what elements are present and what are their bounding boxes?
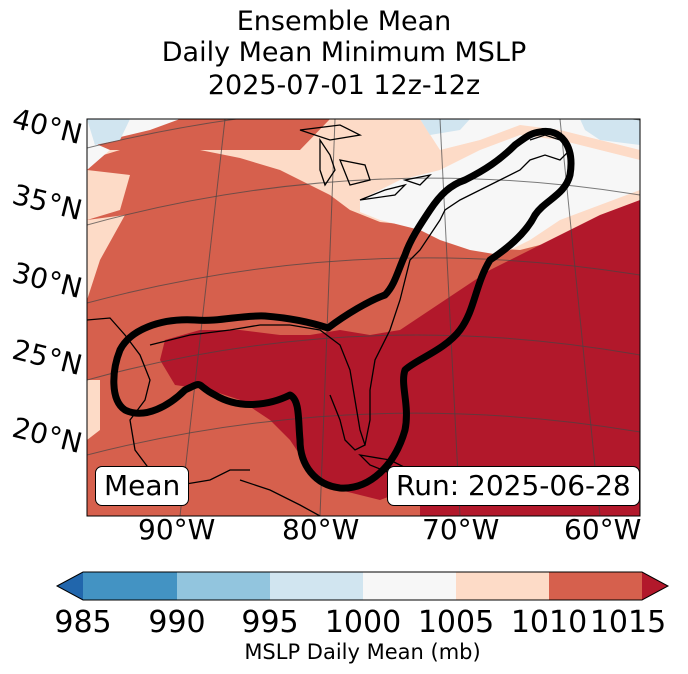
field-995-1000-b [580,119,640,145]
lake-erie [359,183,408,201]
colorbar [55,571,670,601]
lon-label-80: 80°W [282,513,360,546]
lat-line-40 [87,119,640,149]
central-america [239,479,321,516]
lake-ontario [402,173,432,186]
field-1005-west5 [87,380,100,440]
colorbar-bin-1005-1010 [456,572,549,600]
field-995-1000-a [420,119,470,135]
colorbar-tick-995: 995 [241,605,299,640]
lake-michigan [319,137,336,187]
lon-label-60: 60°W [564,513,642,546]
us-gulf-coast-florida [149,324,366,451]
lon-label-70: 70°W [422,513,500,546]
colorbar-bin-1010-1015 [549,572,642,600]
colorbar-label: MSLP Daily Mean (mb) [244,640,481,664]
colorbar-extend-high [642,572,668,600]
title-line-3: 2025-07-01 12z-12z [207,70,481,101]
colorbar-outline [55,571,670,601]
lon-label-90: 90°W [138,513,216,546]
lat-line-20 [87,412,640,456]
lake-superior [299,124,363,141]
colorbar-bin-995-1000 [270,572,363,600]
colorbar-tick-1010: 1010 [510,605,588,640]
colorbar-tick-1015: 1015 [589,605,667,640]
mean-label-box: Mean [95,466,190,506]
colorbar-tick-990: 990 [148,605,206,640]
colorbar-bin-990-995 [177,572,270,600]
field-995-1000-c [87,119,130,145]
us-east-coast [364,189,481,446]
colorbar-tick-985: 985 [54,605,112,640]
colorbar-tick-1005: 1005 [417,605,495,640]
title-line-1: Ensemble Mean [236,6,452,37]
new-england-coast [479,134,571,191]
lat-line-25 [87,334,640,381]
run-label-box: Run: 2025-06-28 [387,466,640,506]
field-1005-west4 [87,215,125,300]
field-1005-west3 [87,170,130,220]
mexico-gulf-coast [87,317,250,486]
lat-line-30 [87,257,640,304]
colorbar-extend-low [57,572,83,600]
colorbar-tick-1000: 1000 [324,605,402,640]
mean-track-contour [110,127,575,492]
field-1000-1005-west2 [87,140,110,170]
colorbar-bin-1000-1005 [363,572,456,600]
lon-line-80 [319,119,336,516]
lon-line-70 [439,119,461,516]
map-frame [86,118,641,517]
colorbar-bin-985-990 [83,572,177,600]
lake-huron [338,159,371,186]
title-line-2: Daily Mean Minimum MSLP [161,37,527,68]
